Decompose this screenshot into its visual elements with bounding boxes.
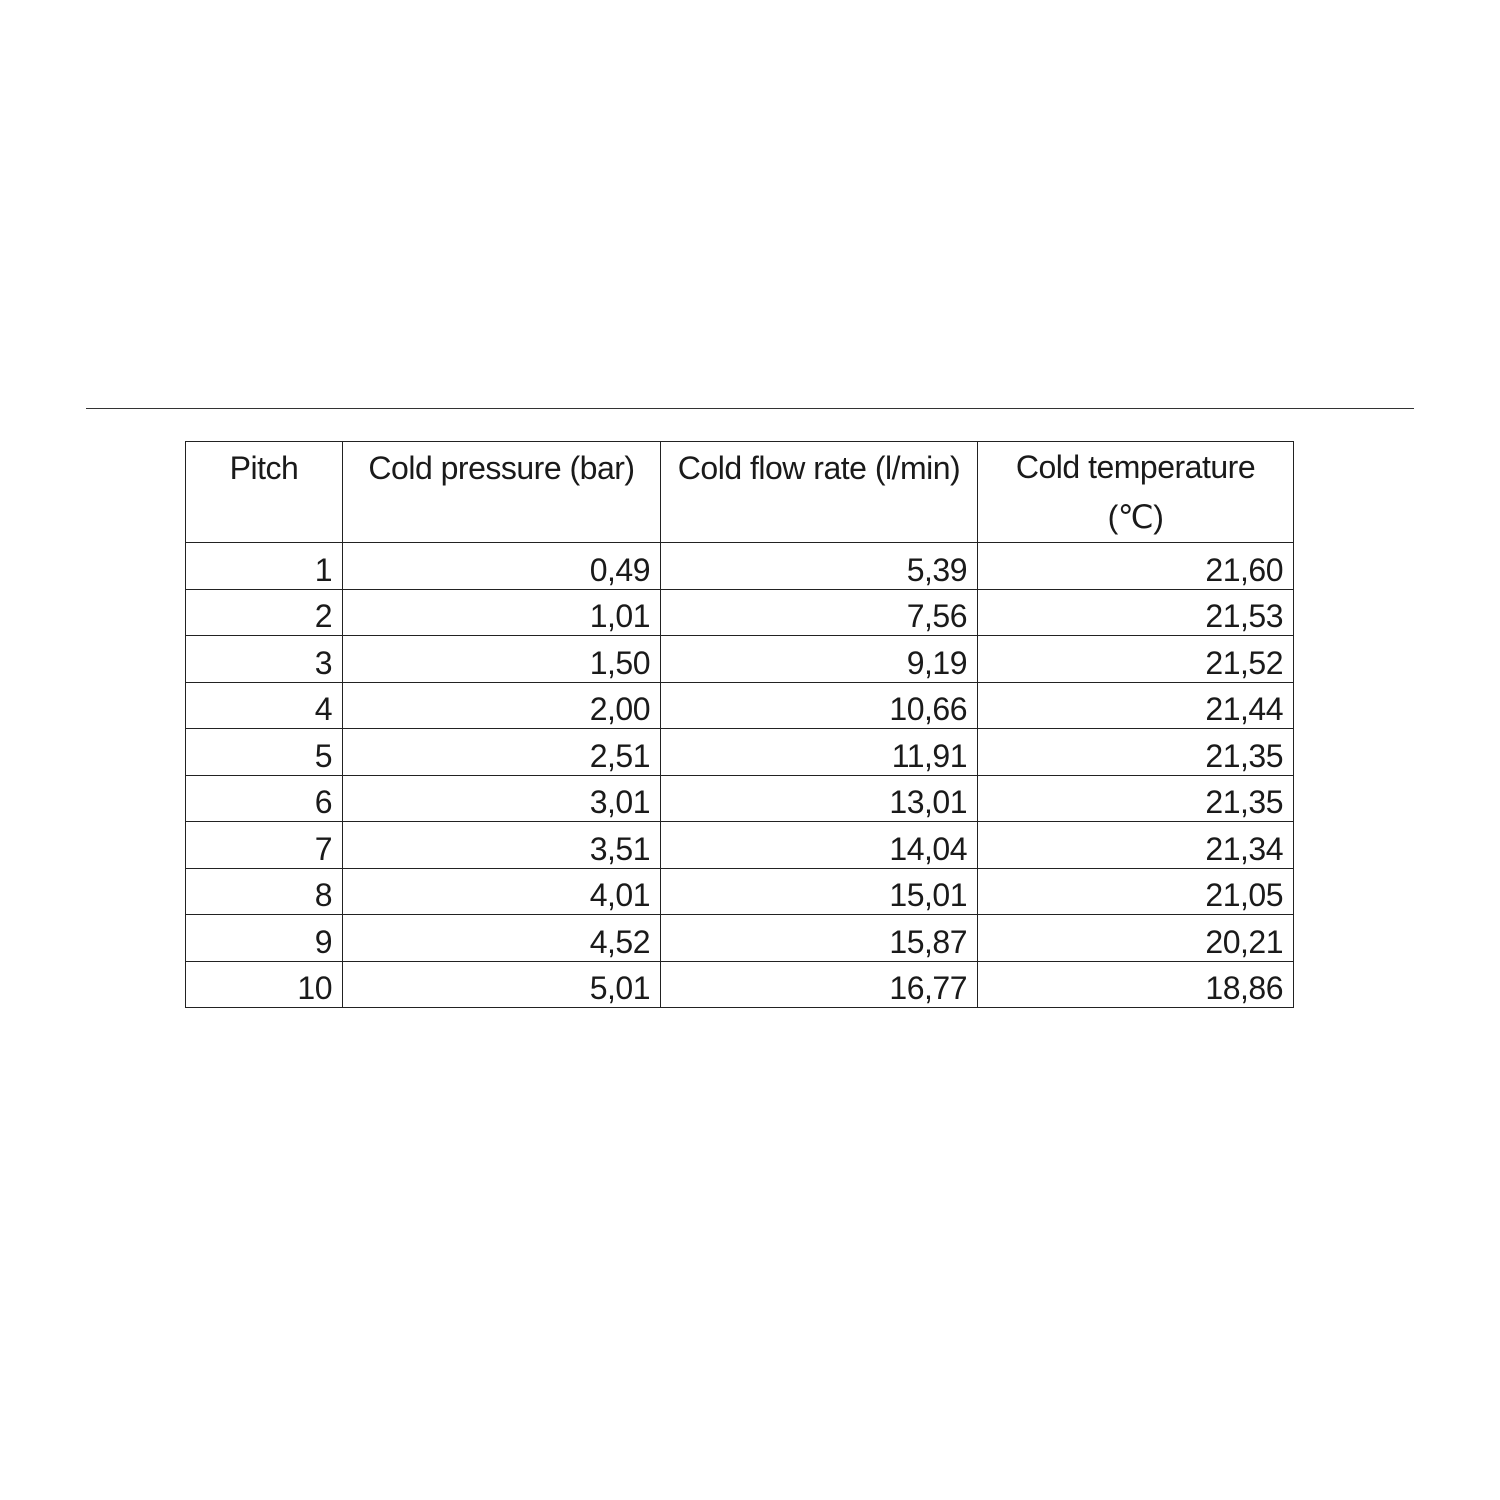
table-row: 1 0,49 5,39 21,60: [185, 542, 1294, 590]
cell-cold-pressure: 2,00: [342, 681, 661, 729]
cell-cold-flow-rate: 5,39: [660, 542, 978, 590]
table-row: 9 4,52 15,87 20,21: [185, 914, 1294, 962]
cell-pitch: 4: [185, 681, 343, 729]
cell-pitch: 10: [185, 960, 343, 1008]
cell-cold-flow-rate: 10,66: [660, 681, 978, 729]
cell-pitch: 7: [185, 821, 343, 869]
table-row: 5 2,51 11,91 21,35: [185, 728, 1294, 776]
table-row: 10 5,01 16,77 18,86: [185, 960, 1294, 1008]
header-cold-flow-rate: Cold flow rate (l/min): [660, 441, 978, 543]
cell-cold-pressure: 5,01: [342, 960, 661, 1008]
cell-cold-flow-rate: 7,56: [660, 588, 978, 636]
cell-cold-flow-rate: 13,01: [660, 774, 978, 822]
cell-cold-flow-rate: 11,91: [660, 728, 978, 776]
cell-cold-temperature: 21,34: [977, 821, 1294, 869]
cell-cold-temperature: 21,35: [977, 774, 1294, 822]
cell-cold-flow-rate: 14,04: [660, 821, 978, 869]
cell-cold-pressure: 0,49: [342, 542, 661, 590]
cell-cold-pressure: 1,01: [342, 588, 661, 636]
cell-pitch: 5: [185, 728, 343, 776]
cell-cold-pressure: 1,50: [342, 635, 661, 683]
cell-cold-pressure: 2,51: [342, 728, 661, 776]
table-row: 4 2,00 10,66 21,44: [185, 681, 1294, 729]
cell-cold-temperature: 18,86: [977, 960, 1294, 1008]
header-cold-temperature: Cold temperature (℃): [977, 441, 1294, 543]
cell-cold-temperature: 21,60: [977, 542, 1294, 590]
cell-cold-pressure: 4,01: [342, 867, 661, 915]
table-row: 7 3,51 14,04 21,34: [185, 821, 1294, 869]
cell-cold-pressure: 4,52: [342, 914, 661, 962]
cell-pitch: 9: [185, 914, 343, 962]
header-row: Pitch Cold pressure (bar) Cold flow rate…: [185, 441, 1294, 543]
header-pitch: Pitch: [185, 441, 343, 543]
header-cold-pressure: Cold pressure (bar): [342, 441, 661, 543]
cell-cold-temperature: 21,52: [977, 635, 1294, 683]
table-row: 8 4,01 15,01 21,05: [185, 867, 1294, 915]
cell-cold-temperature: 21,53: [977, 588, 1294, 636]
table-row: 3 1,50 9,19 21,52: [185, 635, 1294, 683]
cell-pitch: 2: [185, 588, 343, 636]
horizontal-rule: [86, 408, 1414, 409]
cell-cold-temperature: 20,21: [977, 914, 1294, 962]
table-row: 2 1,01 7,56 21,53: [185, 588, 1294, 636]
cell-pitch: 8: [185, 867, 343, 915]
cell-cold-temperature: 21,35: [977, 728, 1294, 776]
cell-cold-flow-rate: 15,01: [660, 867, 978, 915]
cell-pitch: 6: [185, 774, 343, 822]
cell-cold-temperature: 21,44: [977, 681, 1294, 729]
cell-pitch: 1: [185, 542, 343, 590]
cell-pitch: 3: [185, 635, 343, 683]
cell-cold-pressure: 3,01: [342, 774, 661, 822]
data-table: Pitch Cold pressure (bar) Cold flow rate…: [185, 441, 1294, 1008]
table-body: 1 0,49 5,39 21,60 2 1,01 7,56 21,53 3 1,50 9,19 21,…: [185, 542, 1294, 1008]
cell-cold-temperature: 21,05: [977, 867, 1294, 915]
cell-cold-pressure: 3,51: [342, 821, 661, 869]
table-row: 6 3,01 13,01 21,35: [185, 774, 1294, 822]
cell-cold-flow-rate: 9,19: [660, 635, 978, 683]
cell-cold-flow-rate: 15,87: [660, 914, 978, 962]
cell-cold-flow-rate: 16,77: [660, 960, 978, 1008]
